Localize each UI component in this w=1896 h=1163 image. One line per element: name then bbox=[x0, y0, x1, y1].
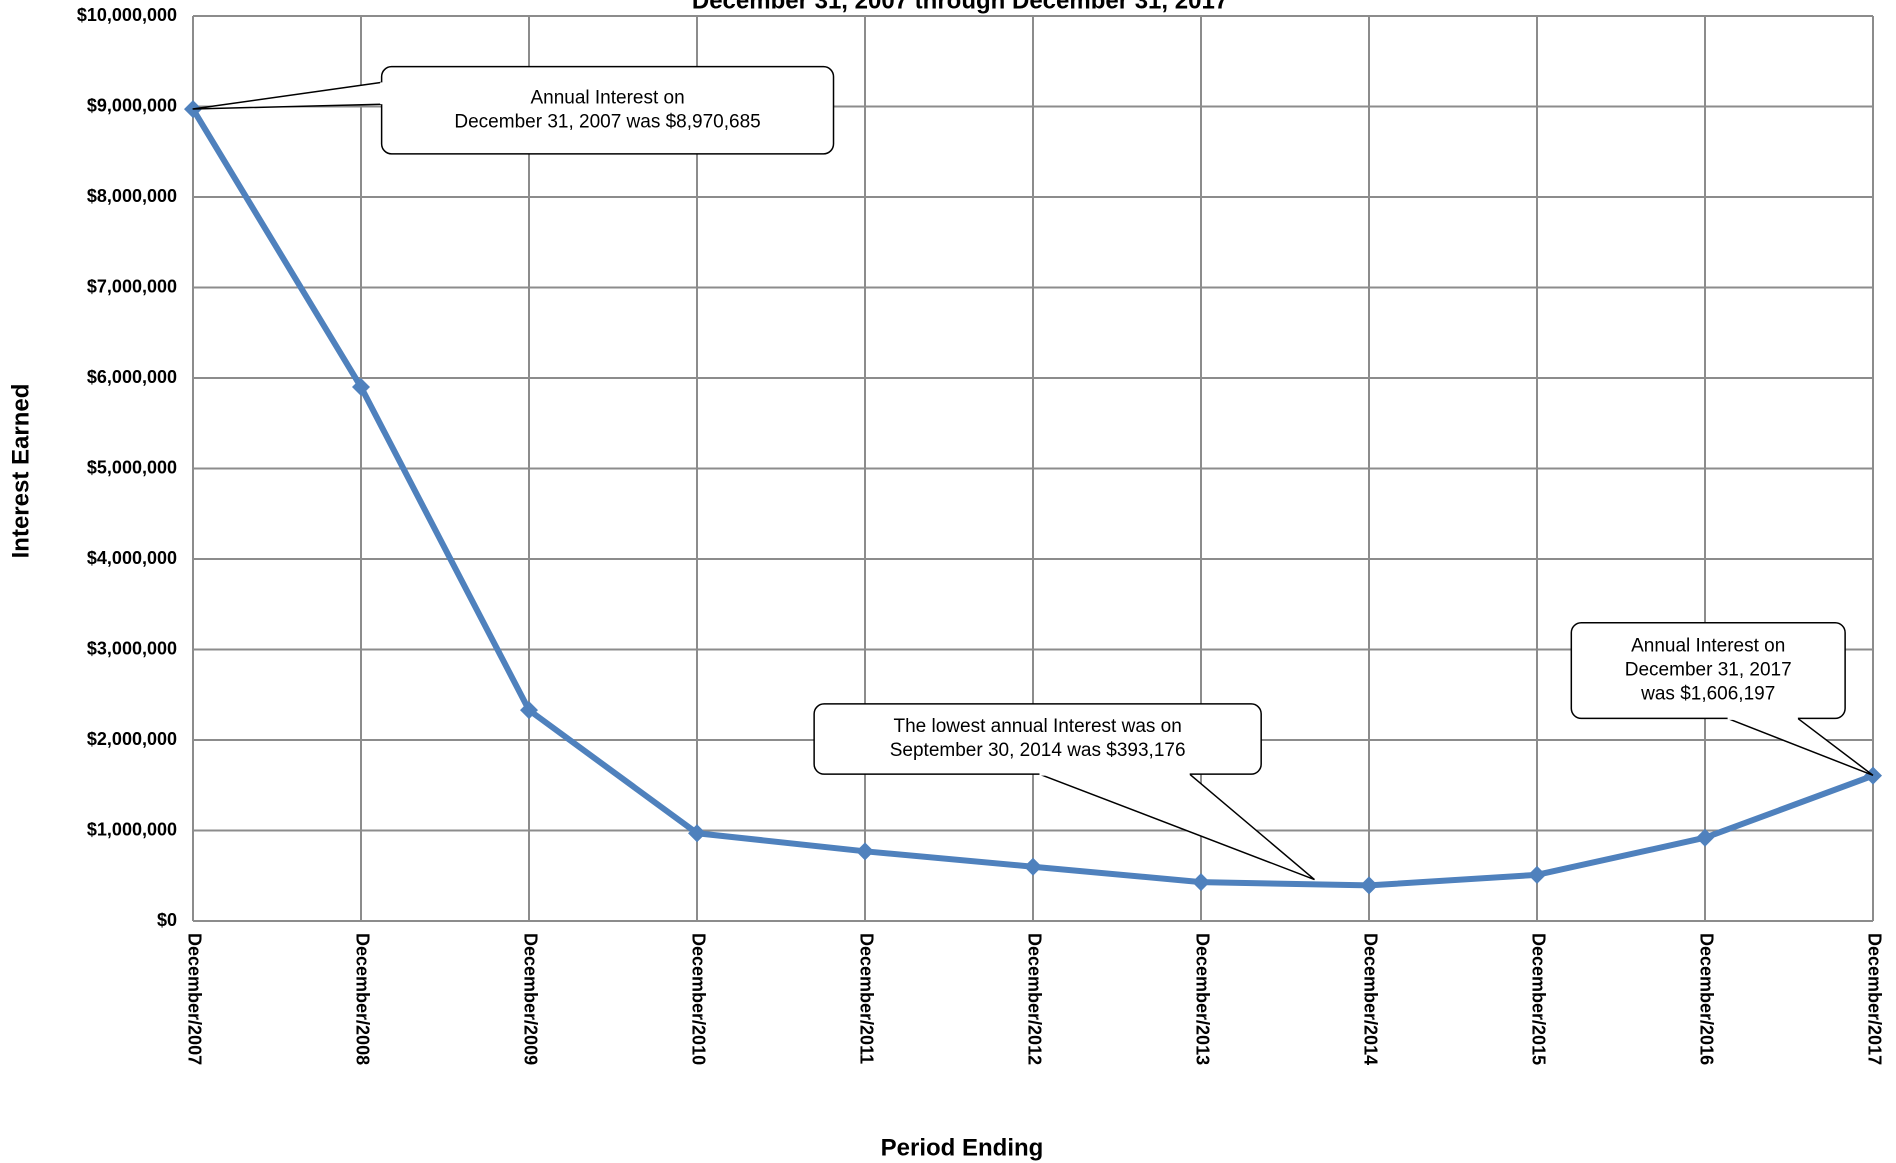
data-point bbox=[1528, 865, 1546, 884]
x-tick-label: December/2009 bbox=[520, 933, 540, 1065]
callout: The lowest annual Interest was on Septemb… bbox=[813, 703, 1315, 881]
annotation-text: December 31, 2017 bbox=[1625, 660, 1792, 681]
callout-box bbox=[1570, 621, 1846, 720]
y-tick-label: $0 bbox=[157, 910, 177, 930]
data-point bbox=[688, 824, 706, 843]
annotation-text: December 31, 2007 was $8,970,685 bbox=[454, 111, 760, 132]
callout: Annual Interest on December 31, 2017 was $… bbox=[1570, 621, 1874, 777]
y-tick-label: $7,000,000 bbox=[87, 276, 177, 296]
x-tick-label: December/2008 bbox=[352, 933, 372, 1065]
data-point bbox=[352, 378, 370, 397]
data-point bbox=[520, 701, 538, 720]
x-tick-label: December/2013 bbox=[1192, 933, 1212, 1065]
data-point bbox=[856, 842, 874, 861]
y-tick-label: $1,000,000 bbox=[87, 819, 177, 839]
annotation-text: Annual Interest on bbox=[530, 87, 684, 108]
x-tick-label: December/2007 bbox=[184, 933, 204, 1065]
y-tick-label: $5,000,000 bbox=[87, 457, 177, 477]
y-tick-label: $10,000,000 bbox=[77, 5, 177, 25]
x-tick-label: December/2012 bbox=[1024, 933, 1044, 1065]
x-tick-label: December/2017 bbox=[1864, 933, 1884, 1065]
x-axis-title: Period Ending bbox=[881, 1134, 1044, 1161]
callout-pointer bbox=[1039, 773, 1315, 881]
callout-pointer bbox=[192, 81, 382, 110]
chart-title: December 31, 2007 through December 31, 2… bbox=[692, 0, 1228, 14]
y-tick-label: $4,000,000 bbox=[87, 548, 177, 568]
callout: Annual Interest on December 31, 2007 was … bbox=[192, 65, 835, 155]
y-tick-label: $9,000,000 bbox=[87, 95, 177, 115]
x-tick-label: December/2010 bbox=[688, 933, 708, 1065]
y-tick-label: $8,000,000 bbox=[87, 186, 177, 206]
data-point bbox=[1360, 876, 1378, 895]
callout-pointer bbox=[1727, 717, 1874, 777]
y-axis-title: Interest Earned bbox=[7, 384, 34, 559]
callout-box bbox=[380, 65, 835, 155]
annotation-text: was $1,606,197 bbox=[1640, 684, 1775, 705]
data-point bbox=[1024, 857, 1042, 876]
data-point bbox=[1192, 873, 1210, 892]
y-tick-label: $2,000,000 bbox=[87, 729, 177, 749]
data-point bbox=[1696, 828, 1714, 847]
callout-box bbox=[813, 703, 1262, 775]
annotation-text: September 30, 2014 was $393,176 bbox=[890, 740, 1186, 761]
x-tick-label: December/2011 bbox=[856, 933, 876, 1064]
x-tick-label: December/2016 bbox=[1696, 933, 1716, 1065]
x-tick-label: December/2014 bbox=[1360, 933, 1380, 1065]
annotation-text: Annual Interest on bbox=[1631, 636, 1785, 657]
y-tick-label: $3,000,000 bbox=[87, 638, 177, 658]
data-point bbox=[1864, 766, 1882, 785]
y-tick-label: $6,000,000 bbox=[87, 367, 177, 387]
x-tick-label: December/2015 bbox=[1528, 933, 1548, 1065]
annotation-text: The lowest annual Interest was on bbox=[893, 716, 1181, 737]
